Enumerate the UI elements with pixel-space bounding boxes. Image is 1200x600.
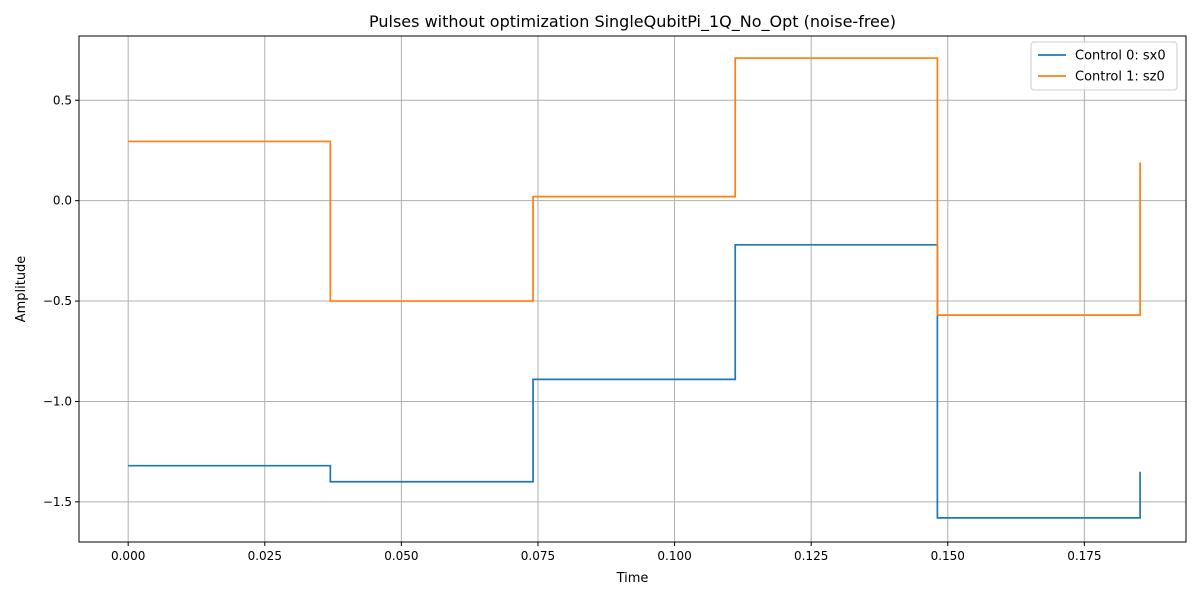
plot-frame (78, 35, 1187, 543)
x-tick-label: 0.100 (657, 549, 691, 563)
legend-label-1: Control 1: sz0 (1075, 70, 1165, 85)
ticks: 0.000 0.025 0.050 0.075 0.100 0.125 0.150 0.175… (43, 93, 1102, 563)
y-tick-label: −0.5 (43, 294, 72, 308)
x-tick-label: 0.150 (931, 549, 965, 563)
x-tick-label: 0.175 (1067, 549, 1101, 563)
x-tick-label: 0.025 (248, 549, 282, 563)
y-tick-label: −1.5 (43, 495, 72, 509)
x-tick-label: 0.050 (384, 549, 418, 563)
chart-title: Pulses without optimization SingleQubitP… (369, 12, 896, 32)
legend: Control 0: sx0 Control 1: sz0 (1030, 41, 1178, 91)
x-tick-label: 0.000 (111, 549, 145, 563)
series-line-0 (128, 243, 1141, 519)
series-layer (128, 57, 1141, 519)
x-axis-label: Time (616, 571, 649, 586)
y-tick-label: −1.0 (43, 394, 72, 408)
y-tick-label: 0.0 (53, 194, 72, 208)
series-line-1 (128, 57, 1141, 316)
legend-label-0: Control 0: sx0 (1075, 49, 1166, 64)
legend-box (1030, 41, 1178, 91)
x-tick-label: 0.075 (521, 549, 555, 563)
y-axis-label: Amplitude (14, 256, 29, 323)
x-tick-label: 0.125 (794, 549, 828, 563)
y-tick-label: 0.5 (53, 93, 72, 107)
grid (79, 36, 1186, 542)
